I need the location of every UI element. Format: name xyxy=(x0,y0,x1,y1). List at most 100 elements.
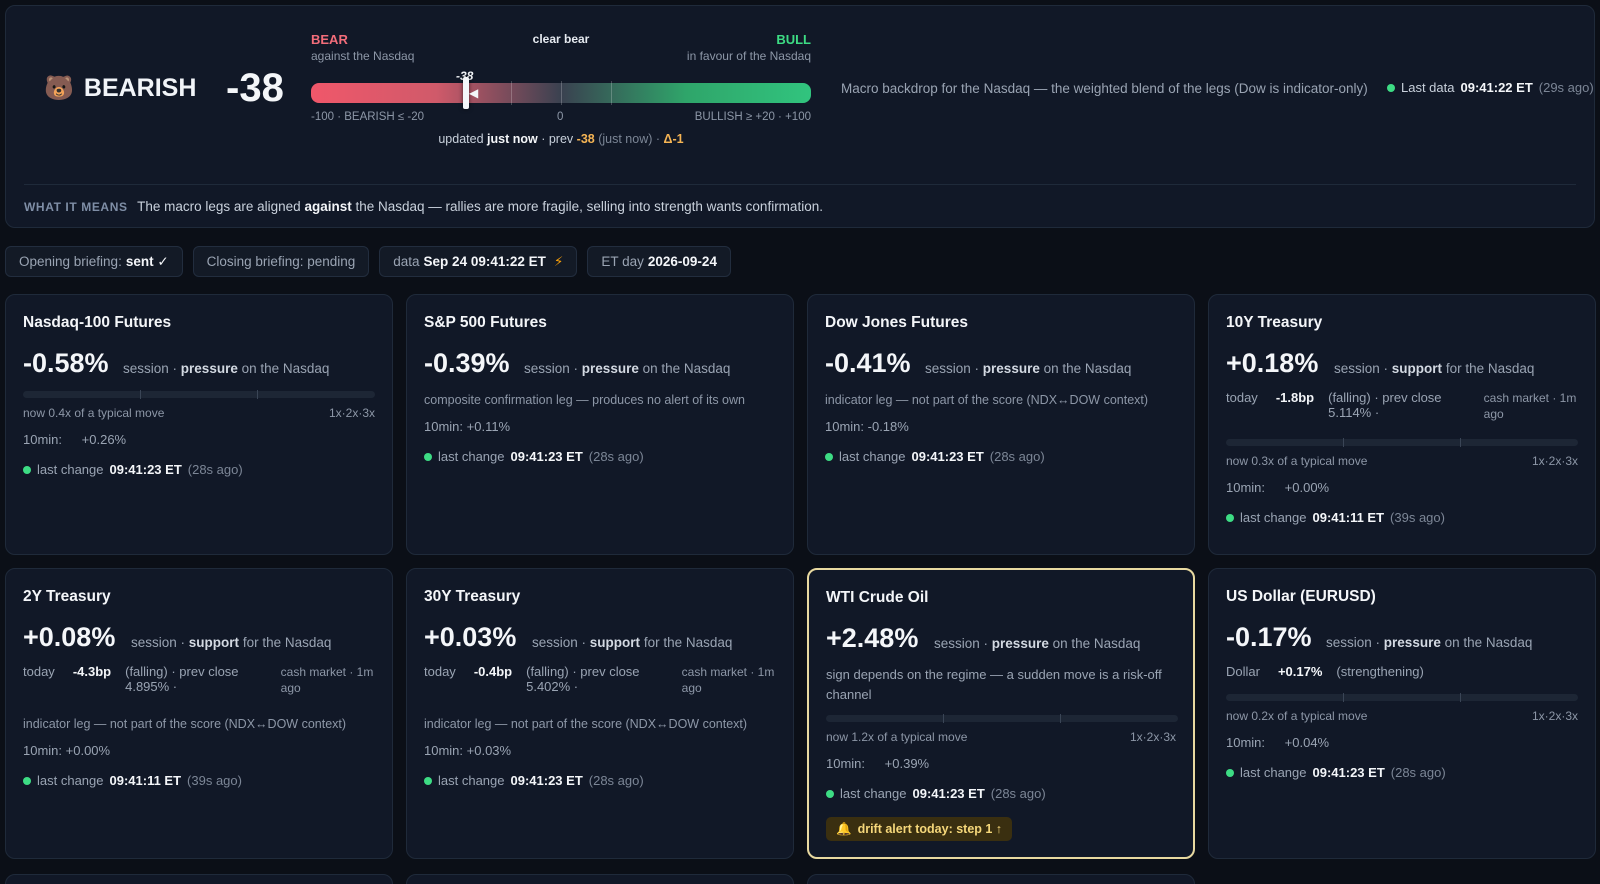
tenmin-line: 10min: -0.18% xyxy=(825,419,909,434)
opening-briefing-chip[interactable]: Opening briefing: sent ✓ xyxy=(5,246,183,277)
today-label: Dollar xyxy=(1226,664,1260,679)
last-change-time: 09:41:23 ET xyxy=(912,786,985,801)
regime-score: -38 xyxy=(226,66,284,110)
status-dot-icon xyxy=(23,776,31,785)
session-pre: session · xyxy=(934,636,989,651)
card-session: session · support for the Nasdaq xyxy=(131,635,331,650)
drift-alert-badge[interactable]: 🔔 drift alert today: step 1 ↑ xyxy=(826,817,1013,841)
last-change: last change 09:41:23 ET (28s ago) xyxy=(23,462,243,477)
chip-label: Closing briefing: pending xyxy=(206,254,356,269)
last-change-ago: (28s ago) xyxy=(588,773,644,788)
card-session: session · pressure on the Nasdaq xyxy=(925,361,1131,376)
gauge-update-line: updated just now · prev -38 (just now) ·… xyxy=(311,132,811,146)
et-day-chip[interactable]: ET day 2026-09-24 xyxy=(587,246,731,277)
card-note: indicator leg — not part of the score (N… xyxy=(424,717,748,731)
card-title: 30Y Treasury xyxy=(424,588,521,605)
bar-tick xyxy=(1460,438,1461,447)
session-bold: support xyxy=(1391,361,1443,376)
session-bold: pressure xyxy=(180,361,238,376)
session-bold: pressure xyxy=(982,361,1040,376)
tenmin-label: 10min: xyxy=(1226,480,1266,495)
card-2y-treasury[interactable]: 2Y Treasury +0.08% session · support for… xyxy=(5,568,393,859)
last-change-time: 09:41:23 ET xyxy=(109,462,182,477)
last-change-time: 09:41:23 ET xyxy=(510,773,583,788)
data-time-chip[interactable]: data Sep 24 09:41:22 ET ⚡ xyxy=(379,246,578,277)
card-sp500-futures[interactable]: S&P 500 Futures -0.39% session · pressur… xyxy=(406,294,794,555)
card-change: +2.48% xyxy=(826,623,919,653)
card-wti-crude[interactable]: WTI Crude Oil +2.48% session · pressure … xyxy=(807,568,1195,859)
bolt-icon: ⚡ xyxy=(553,253,564,269)
session-post: on the Nasdaq xyxy=(241,361,330,376)
card-title: Nasdaq-100 Futures xyxy=(23,314,172,331)
tenmin-line: 10min: +0.26% xyxy=(23,432,126,447)
session-pre: session · xyxy=(532,635,587,650)
last-change-label: last change xyxy=(1240,765,1307,780)
last-change: last change 09:41:23 ET (28s ago) xyxy=(825,449,1045,464)
today-yield-line: today -1.8bp (falling) · prev close 5.11… xyxy=(1226,390,1578,422)
tenmin-line: 10min: +0.03% xyxy=(424,743,512,758)
divider xyxy=(24,184,1576,185)
today-value: -0.4bp xyxy=(473,664,513,679)
what-it-means: WHAT IT MEANS The macro legs are aligned… xyxy=(24,199,823,214)
bar-tick xyxy=(1060,714,1061,723)
today-value: +0.17% xyxy=(1277,664,1323,679)
tenmin-label: 10min: xyxy=(1226,735,1266,750)
card-nasdaq-futures[interactable]: Nasdaq-100 Futures -0.58% session · pres… xyxy=(5,294,393,555)
card-title: US Dollar (EURUSD) xyxy=(1226,588,1376,605)
last-change-ago: (28s ago) xyxy=(989,449,1045,464)
last-change-ago: (28s ago) xyxy=(1390,765,1446,780)
today-source: cash market · 1m ago xyxy=(1483,391,1577,422)
typical-move-bar xyxy=(1226,693,1578,702)
update-prev: -38 xyxy=(576,132,595,146)
chip-label: ET day xyxy=(601,254,644,269)
card-peek xyxy=(807,874,1195,884)
card-note: composite confirmation leg — produces no… xyxy=(424,393,745,407)
status-dot-icon xyxy=(1226,768,1234,777)
gauge-tick xyxy=(611,81,612,105)
means-emphasis: against xyxy=(304,199,352,214)
session-bold: support xyxy=(589,635,641,650)
card-title: 10Y Treasury xyxy=(1226,314,1323,331)
tenmin-line: 10min: +0.04% xyxy=(1226,735,1329,750)
gauge-bear-sub: against the Nasdaq xyxy=(311,49,415,63)
card-dow-futures[interactable]: Dow Jones Futures -0.41% session · press… xyxy=(807,294,1195,555)
chip-value: sent ✓ xyxy=(125,253,169,269)
update-when: just now xyxy=(487,132,538,146)
session-pre: session · xyxy=(524,361,579,376)
typical-move-scale: 1x·2x·3x xyxy=(1531,454,1578,468)
typical-move-bar xyxy=(23,390,375,399)
gauge-tick xyxy=(511,81,512,105)
last-change-ago: (39s ago) xyxy=(187,773,242,788)
card-change: +0.08% xyxy=(23,622,116,652)
today-detail: (falling) · prev close 5.114% · xyxy=(1328,390,1442,420)
bar-tick xyxy=(1460,693,1461,702)
typical-move-scale: 1x·2x·3x xyxy=(328,406,375,420)
tenmin-value: +0.39% xyxy=(884,756,930,771)
card-change: -0.58% xyxy=(23,348,109,378)
chip-label: Opening briefing: xyxy=(19,254,122,269)
tenmin-line: 10min: +0.00% xyxy=(23,743,111,758)
typical-move-scale: 1x·2x·3x xyxy=(1129,730,1176,744)
today-label: today xyxy=(1226,390,1258,405)
card-us-dollar[interactable]: US Dollar (EURUSD) -0.17% session · pres… xyxy=(1208,568,1596,859)
what-it-means-tag: WHAT IT MEANS xyxy=(24,200,128,214)
regime-label: BEARISH xyxy=(83,74,197,102)
card-change: +0.18% xyxy=(1226,348,1319,378)
last-change: last change 09:41:23 ET (28s ago) xyxy=(826,786,1046,801)
session-post: on the Nasdaq xyxy=(1444,635,1533,650)
bar-tick xyxy=(257,390,258,399)
last-data-ago: (29s ago) xyxy=(1538,80,1594,95)
tenmin-value: +0.00% xyxy=(1284,480,1330,495)
card-30y-treasury[interactable]: 30Y Treasury +0.03% session · support fo… xyxy=(406,568,794,859)
card-change: -0.17% xyxy=(1226,622,1312,652)
last-change: last change 09:41:11 ET (39s ago) xyxy=(1226,510,1445,525)
chip-value: Sep 24 09:41:22 ET xyxy=(423,254,546,269)
score-gauge: BEAR against the Nasdaq clear bear BULL … xyxy=(311,26,811,156)
typical-move-bar xyxy=(826,714,1178,723)
card-title: WTI Crude Oil xyxy=(826,589,929,606)
card-10y-treasury[interactable]: 10Y Treasury +0.18% session · support fo… xyxy=(1208,294,1596,555)
gauge-marker xyxy=(463,77,469,109)
last-change-label: last change xyxy=(1240,510,1307,525)
card-change: +0.03% xyxy=(424,622,517,652)
closing-briefing-chip[interactable]: Closing briefing: pending xyxy=(192,246,370,277)
